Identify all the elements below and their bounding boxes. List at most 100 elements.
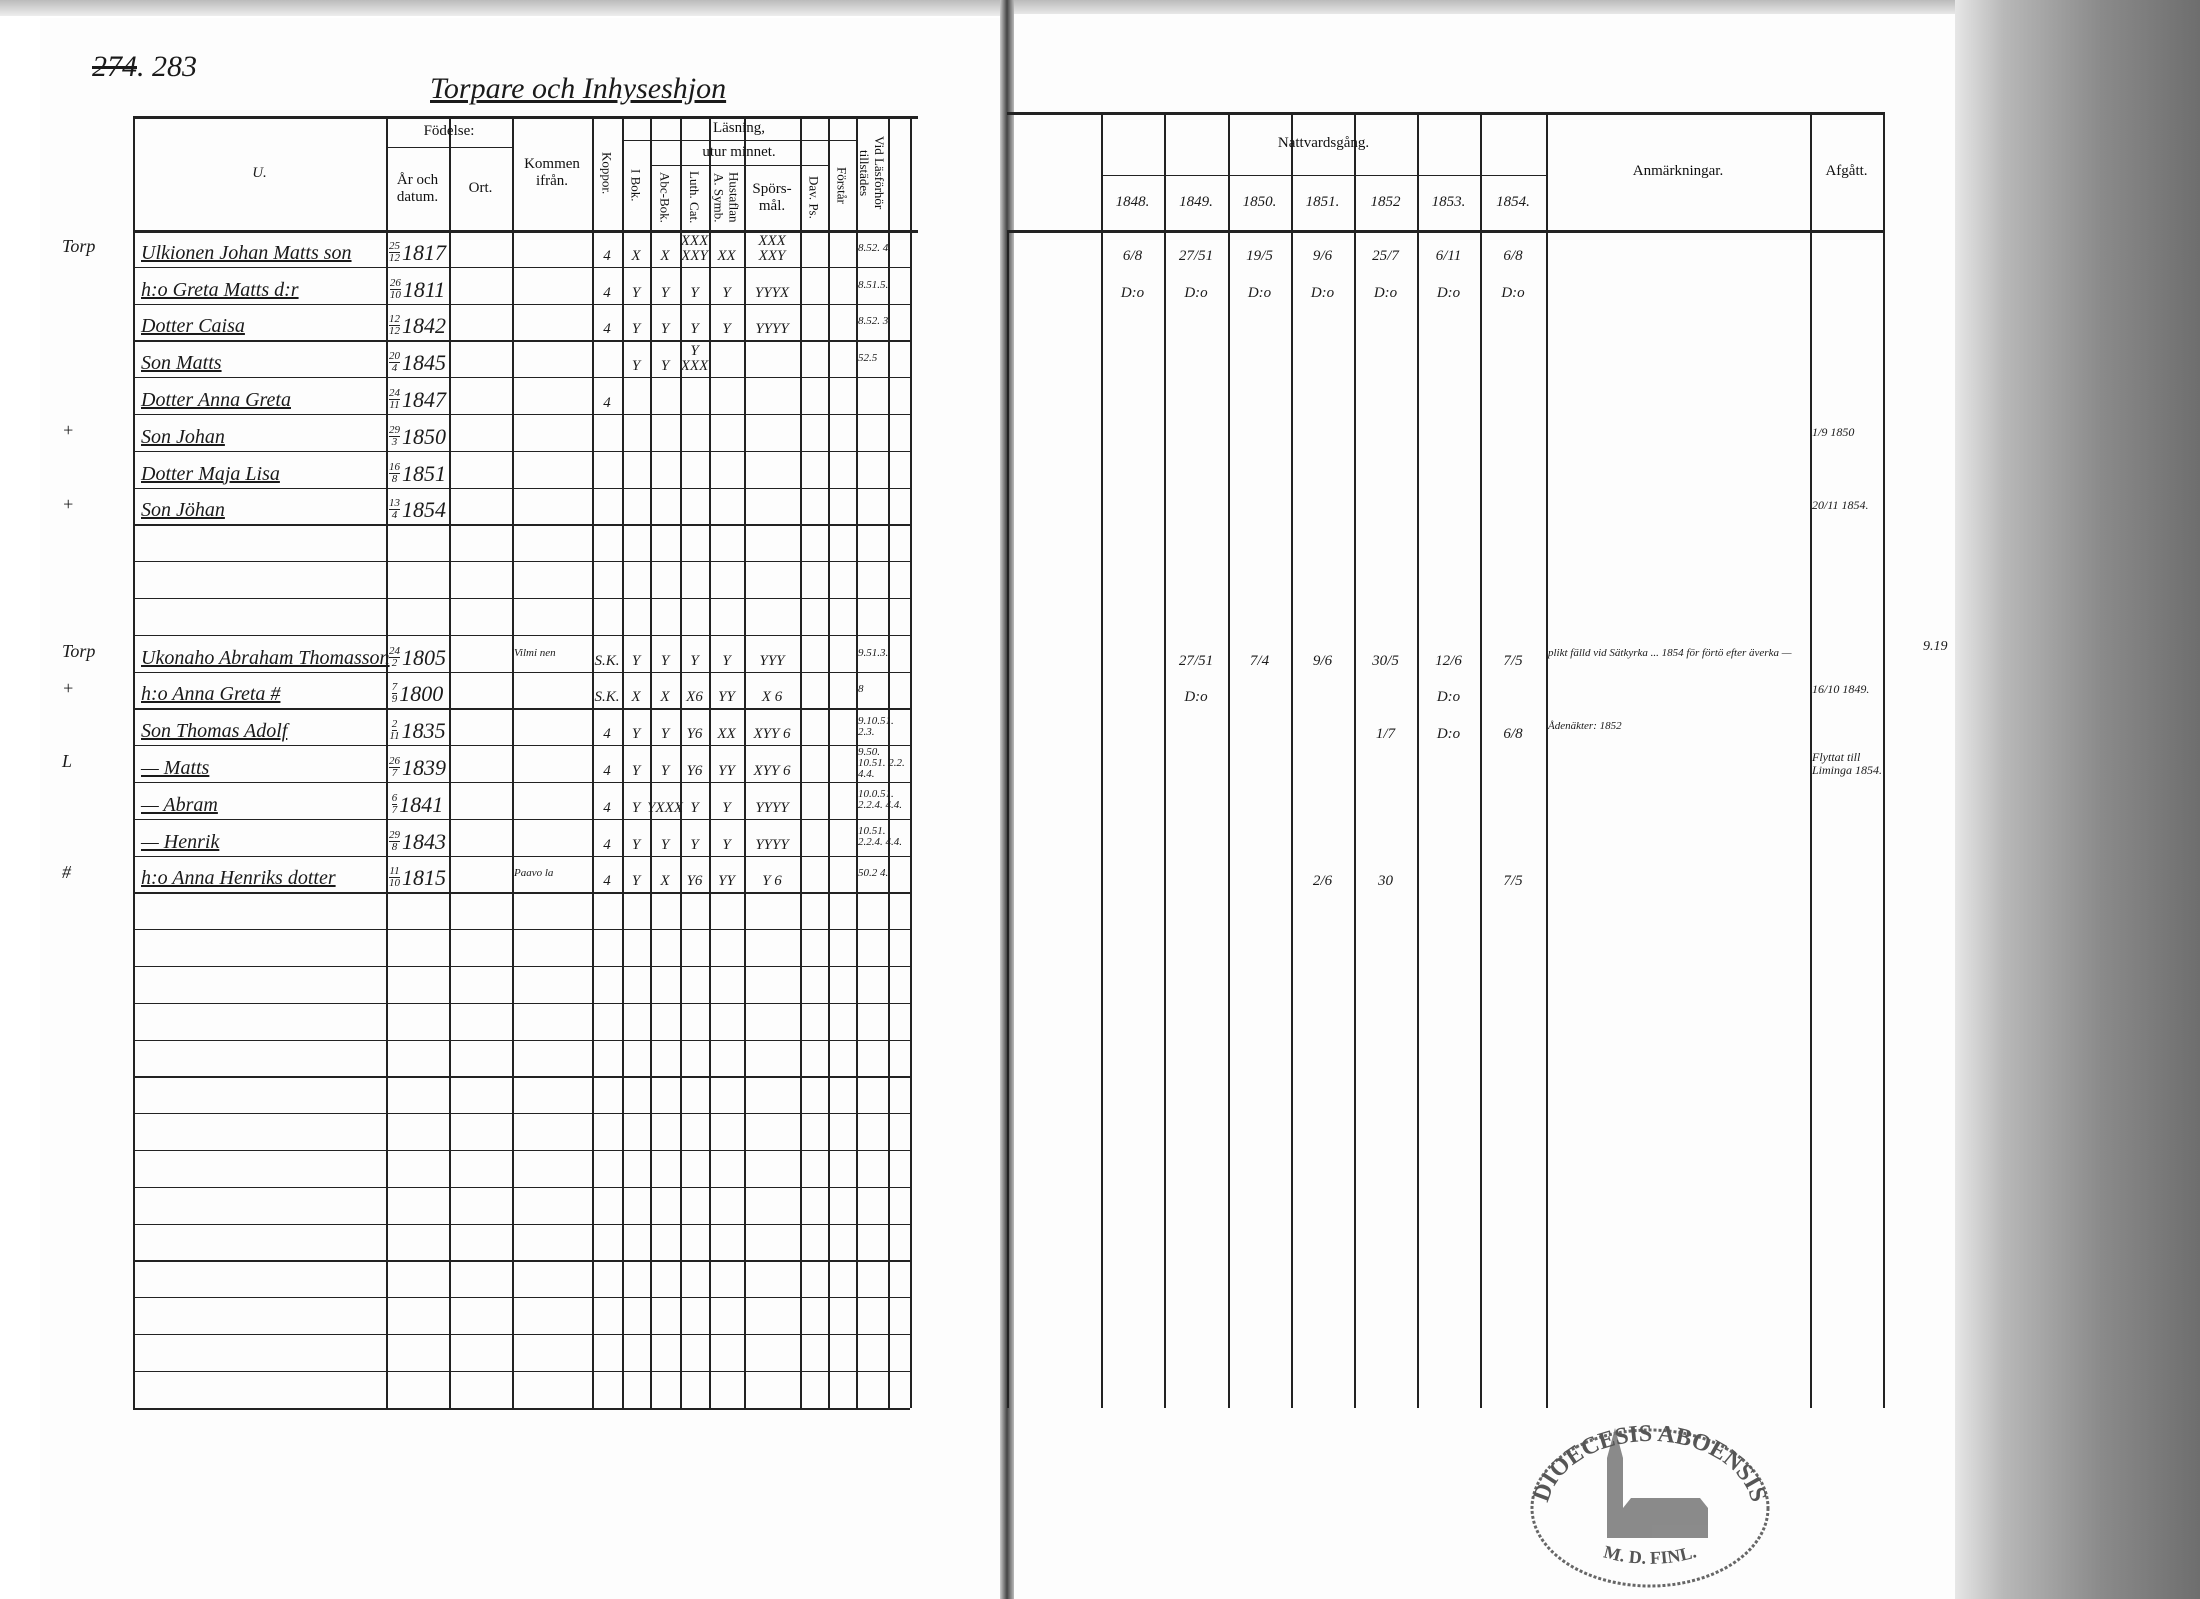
cell-dav	[800, 745, 828, 782]
cell-sporsmal: YYYY	[755, 799, 789, 816]
cell-i-bok: Y	[631, 358, 641, 375]
communion-date: 30	[1378, 873, 1393, 890]
communion-date	[1291, 488, 1354, 525]
person-name: Ukonaho Abraham Thomasson	[141, 646, 390, 669]
communion-date	[1480, 488, 1546, 525]
cell-ort	[449, 230, 512, 267]
birth-month: 10	[389, 288, 401, 301]
communion-date	[1228, 451, 1291, 488]
birth-day: 13	[389, 497, 400, 511]
cell-ort	[449, 377, 512, 414]
communion-date	[1164, 745, 1228, 782]
birth-day: 2	[391, 718, 398, 732]
remark	[1546, 230, 1810, 267]
departure-note	[1810, 377, 1905, 414]
communion-date: D:o	[1184, 689, 1208, 706]
cell-koppor	[592, 488, 622, 525]
cell-hustaflan: YY	[718, 873, 735, 890]
grid-line	[1417, 112, 1419, 1408]
communion-date	[1291, 708, 1354, 745]
cell-hustaflan	[709, 414, 744, 451]
birth-day: 29	[389, 423, 400, 437]
communion-date	[1228, 304, 1291, 341]
communion-date	[1354, 819, 1417, 856]
in-book-header: I Bok.	[622, 140, 650, 230]
grid-line	[1883, 112, 1885, 1408]
grid-line	[133, 377, 910, 379]
departure-note	[1810, 856, 1905, 893]
birth-year: 1850	[402, 423, 446, 449]
birth-year: 1854	[402, 497, 446, 523]
birth-day: 16	[389, 460, 400, 474]
cell-sporsmal	[744, 414, 800, 451]
year-header-2: 1850.	[1228, 175, 1291, 230]
grid-line	[512, 116, 514, 1408]
cell-birth: 26 7 1839	[386, 745, 449, 782]
communion-date	[1164, 708, 1228, 745]
communion-date	[1101, 672, 1164, 709]
cell-forstar	[828, 708, 856, 745]
birth-year: 1847	[402, 386, 446, 412]
remarks-header-label: Anmärkningar.	[1632, 162, 1724, 179]
cell-kommen	[512, 230, 592, 267]
communion-date	[1101, 340, 1164, 377]
grid-line	[133, 1002, 910, 1005]
cell-i-bok: Y	[631, 762, 641, 779]
grid-line	[386, 116, 388, 1408]
communion-date	[1354, 488, 1417, 525]
cell-abc: X	[660, 247, 670, 264]
cell-sporsmal: YYY	[759, 652, 785, 669]
cell-lasforhor: 52.5	[858, 352, 878, 365]
cell-luth: Y	[690, 836, 699, 853]
communion-date: 9/6	[1312, 247, 1333, 264]
communion-date: 2/6	[1312, 873, 1333, 890]
cell-luth	[680, 414, 709, 451]
from-memory-header: utur minnet.	[650, 140, 828, 165]
communion-date	[1164, 414, 1228, 451]
cell-hustaflan	[709, 451, 744, 488]
cell-i-bok: Y	[631, 873, 641, 890]
communion-date	[1417, 304, 1480, 341]
scan-top-edge	[0, 0, 2200, 16]
communion-date: 7/5	[1503, 652, 1523, 669]
grid-line	[1480, 112, 1482, 1408]
cell-hustaflan: Y	[722, 652, 731, 669]
communion-date: 6/8	[1503, 726, 1523, 743]
cell-i-bok: Y	[631, 652, 641, 669]
person-name: Son Johan	[141, 425, 225, 448]
cell-dav	[800, 856, 828, 893]
communion-date	[1291, 782, 1354, 819]
communion-date	[1480, 304, 1546, 341]
cell-hustaflan: YY	[718, 762, 735, 779]
grid-line	[910, 116, 912, 1408]
communion-date: 27/51	[1178, 247, 1214, 264]
cell-i-bok	[622, 451, 650, 488]
cell-abc: Y	[660, 762, 670, 779]
cell-sporsmal	[744, 377, 800, 414]
margin-note: +	[62, 420, 75, 440]
cell-dav	[800, 377, 828, 414]
cell-ort	[449, 819, 512, 856]
remark	[1546, 672, 1810, 709]
cell-luth: Y	[690, 799, 699, 816]
birth-day-month: 29 8	[389, 829, 400, 853]
grid-line	[1007, 112, 1883, 115]
communion-date: 6/11	[1435, 247, 1462, 264]
cell-abc: Y	[660, 652, 670, 669]
departure-note: 16/10 1849.	[1812, 682, 1870, 697]
cell-luth	[680, 488, 709, 525]
grid-line	[133, 414, 910, 416]
communion-date	[1228, 340, 1291, 377]
struck-page-number: 274	[92, 50, 137, 83]
grid-line	[133, 598, 910, 600]
catechetical-meeting-header-label: Vid Läsförhör tillstädes	[857, 136, 887, 210]
cell-sporsmal: XYY 6	[753, 726, 791, 743]
communion-date: D:o	[1501, 284, 1525, 301]
communion-date	[1291, 745, 1354, 782]
cell-dav	[800, 304, 828, 341]
grid-line	[133, 818, 910, 821]
cell-birth: 2 11 1835	[386, 708, 449, 745]
cell-abc	[650, 451, 680, 488]
year-header-3: 1851.	[1291, 175, 1354, 230]
communion-date: 19/5	[1246, 247, 1273, 264]
